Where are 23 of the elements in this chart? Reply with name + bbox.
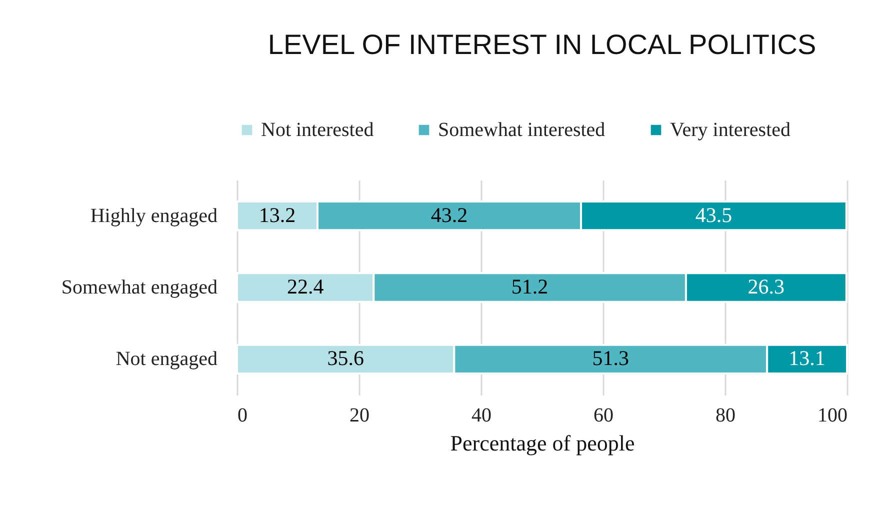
legend-label: Somewhat interested [438,119,606,141]
data-label: 13.1 [788,346,826,370]
data-label: 35.6 [327,346,364,370]
x-tick-label: 100 [818,404,848,426]
data-label: 13.2 [258,202,296,227]
legend-label: Not interested [261,119,374,141]
x-tick-label: 80 [716,404,736,426]
legend-label: Very interested [670,119,791,141]
data-label: 26.3 [748,274,785,298]
y-tick-label: Somewhat engaged [61,276,218,298]
data-label: 51.3 [592,346,629,370]
data-label: 22.4 [286,274,324,298]
data-label: 43.5 [695,202,732,227]
y-tick-label: Highly engaged [90,204,218,227]
data-label: 43.2 [430,202,468,227]
x-tick-label: 60 [594,404,614,426]
x-tick-label: 40 [472,404,492,426]
x-axis-title: Percentage of people [450,430,635,456]
y-tick-label: Not engaged [116,348,218,370]
chart-title: LEVEL OF INTEREST IN LOCAL POLITICS [268,29,816,60]
data-label: 51.2 [511,274,548,298]
x-tick-label: 0 [238,404,248,426]
x-tick-label: 20 [350,404,370,426]
